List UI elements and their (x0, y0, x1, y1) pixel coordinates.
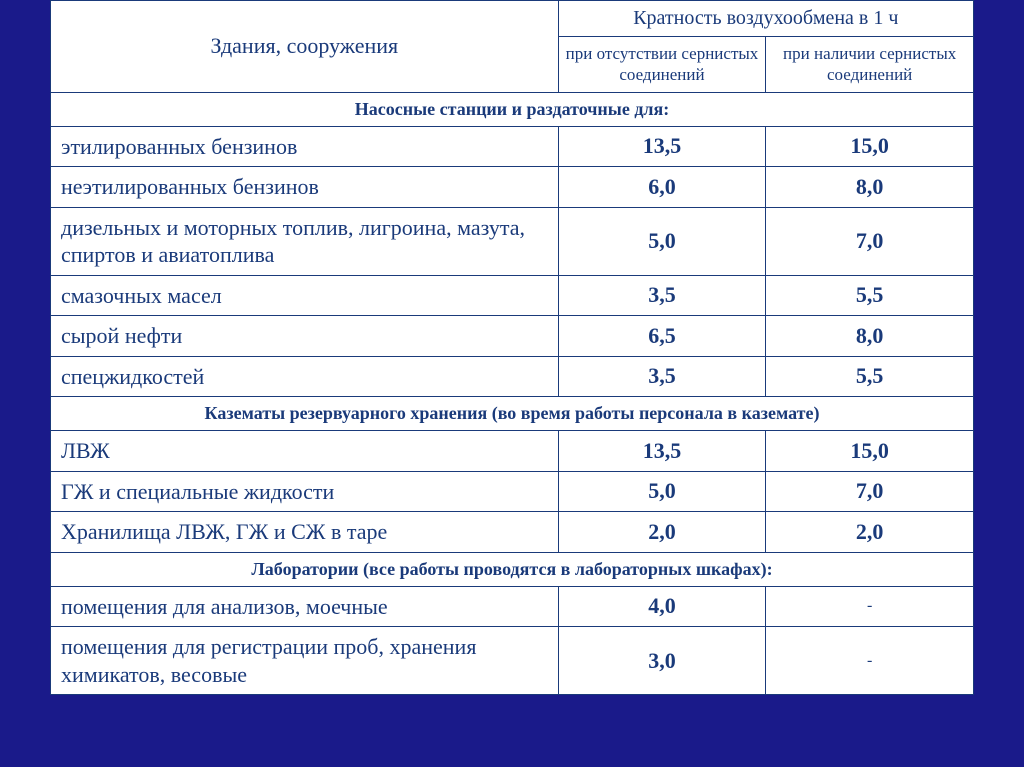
row-value-absent: 5,0 (558, 207, 766, 275)
table-row: неэтилированных бензинов6,08,0 (51, 167, 974, 208)
row-value-absent: 13,5 (558, 126, 766, 167)
section-header: Лаборатории (все работы проводятся в лаб… (51, 552, 974, 586)
data-table: Здания, сооружения Кратность воздухообме… (50, 0, 974, 695)
section-header-row: Насосные станции и раздаточные для: (51, 92, 974, 126)
table-row: спецжидкостей3,55,5 (51, 356, 974, 397)
row-label: помещения для анализов, моечные (51, 586, 559, 627)
row-value-absent: 5,0 (558, 471, 766, 512)
header-exchange-rate: Кратность воздухообмена в 1 ч (558, 1, 973, 37)
row-value-present: 8,0 (766, 167, 974, 208)
air-exchange-table: Здания, сооружения Кратность воздухообме… (50, 0, 974, 695)
section-header-row: Казематы резервуарного хранения (во врем… (51, 397, 974, 431)
row-value-absent: 4,0 (558, 586, 766, 627)
row-value-present: - (766, 586, 974, 627)
row-value-absent: 2,0 (558, 512, 766, 553)
row-value-absent: 3,5 (558, 356, 766, 397)
row-label: помещения для регистрации проб, хранения… (51, 627, 559, 695)
row-label: неэтилированных бензинов (51, 167, 559, 208)
row-label: ГЖ и специальные жидкости (51, 471, 559, 512)
row-label: ЛВЖ (51, 431, 559, 472)
row-value-present: 8,0 (766, 316, 974, 357)
row-value-present: 2,0 (766, 512, 974, 553)
section-header: Казематы резервуарного хранения (во врем… (51, 397, 974, 431)
table-row: ГЖ и специальные жидкости5,07,0 (51, 471, 974, 512)
header-absent: при отсутствии сернистых соединений (558, 37, 766, 93)
table-row: помещения для регистрации проб, хранения… (51, 627, 974, 695)
row-value-present: 15,0 (766, 126, 974, 167)
row-value-present: 5,5 (766, 275, 974, 316)
table-row: помещения для анализов, моечные4,0- (51, 586, 974, 627)
row-label: Хранилища ЛВЖ, ГЖ и СЖ в таре (51, 512, 559, 553)
row-value-present: 5,5 (766, 356, 974, 397)
row-value-absent: 6,5 (558, 316, 766, 357)
row-label: этилированных бензинов (51, 126, 559, 167)
row-value-present: 7,0 (766, 471, 974, 512)
table-row: сырой нефти6,58,0 (51, 316, 974, 357)
row-label: сырой нефти (51, 316, 559, 357)
row-value-absent: 6,0 (558, 167, 766, 208)
row-label: спецжидкостей (51, 356, 559, 397)
table-row: Хранилища ЛВЖ, ГЖ и СЖ в таре2,02,0 (51, 512, 974, 553)
row-label: дизельных и моторных топлив, лигроина, м… (51, 207, 559, 275)
row-value-absent: 3,0 (558, 627, 766, 695)
table-row: дизельных и моторных топлив, лигроина, м… (51, 207, 974, 275)
header-present: при наличии сернистых соединений (766, 37, 974, 93)
table-row: смазочных масел3,55,5 (51, 275, 974, 316)
row-value-present: - (766, 627, 974, 695)
row-value-present: 7,0 (766, 207, 974, 275)
table-body: Насосные станции и раздаточные для:этили… (51, 92, 974, 695)
row-value-absent: 3,5 (558, 275, 766, 316)
header-row-1: Здания, сооружения Кратность воздухообме… (51, 1, 974, 37)
header-buildings: Здания, сооружения (51, 1, 559, 93)
row-value-present: 15,0 (766, 431, 974, 472)
row-value-absent: 13,5 (558, 431, 766, 472)
section-header: Насосные станции и раздаточные для: (51, 92, 974, 126)
row-label: смазочных масел (51, 275, 559, 316)
section-header-row: Лаборатории (все работы проводятся в лаб… (51, 552, 974, 586)
table-row: этилированных бензинов13,515,0 (51, 126, 974, 167)
table-row: ЛВЖ13,515,0 (51, 431, 974, 472)
